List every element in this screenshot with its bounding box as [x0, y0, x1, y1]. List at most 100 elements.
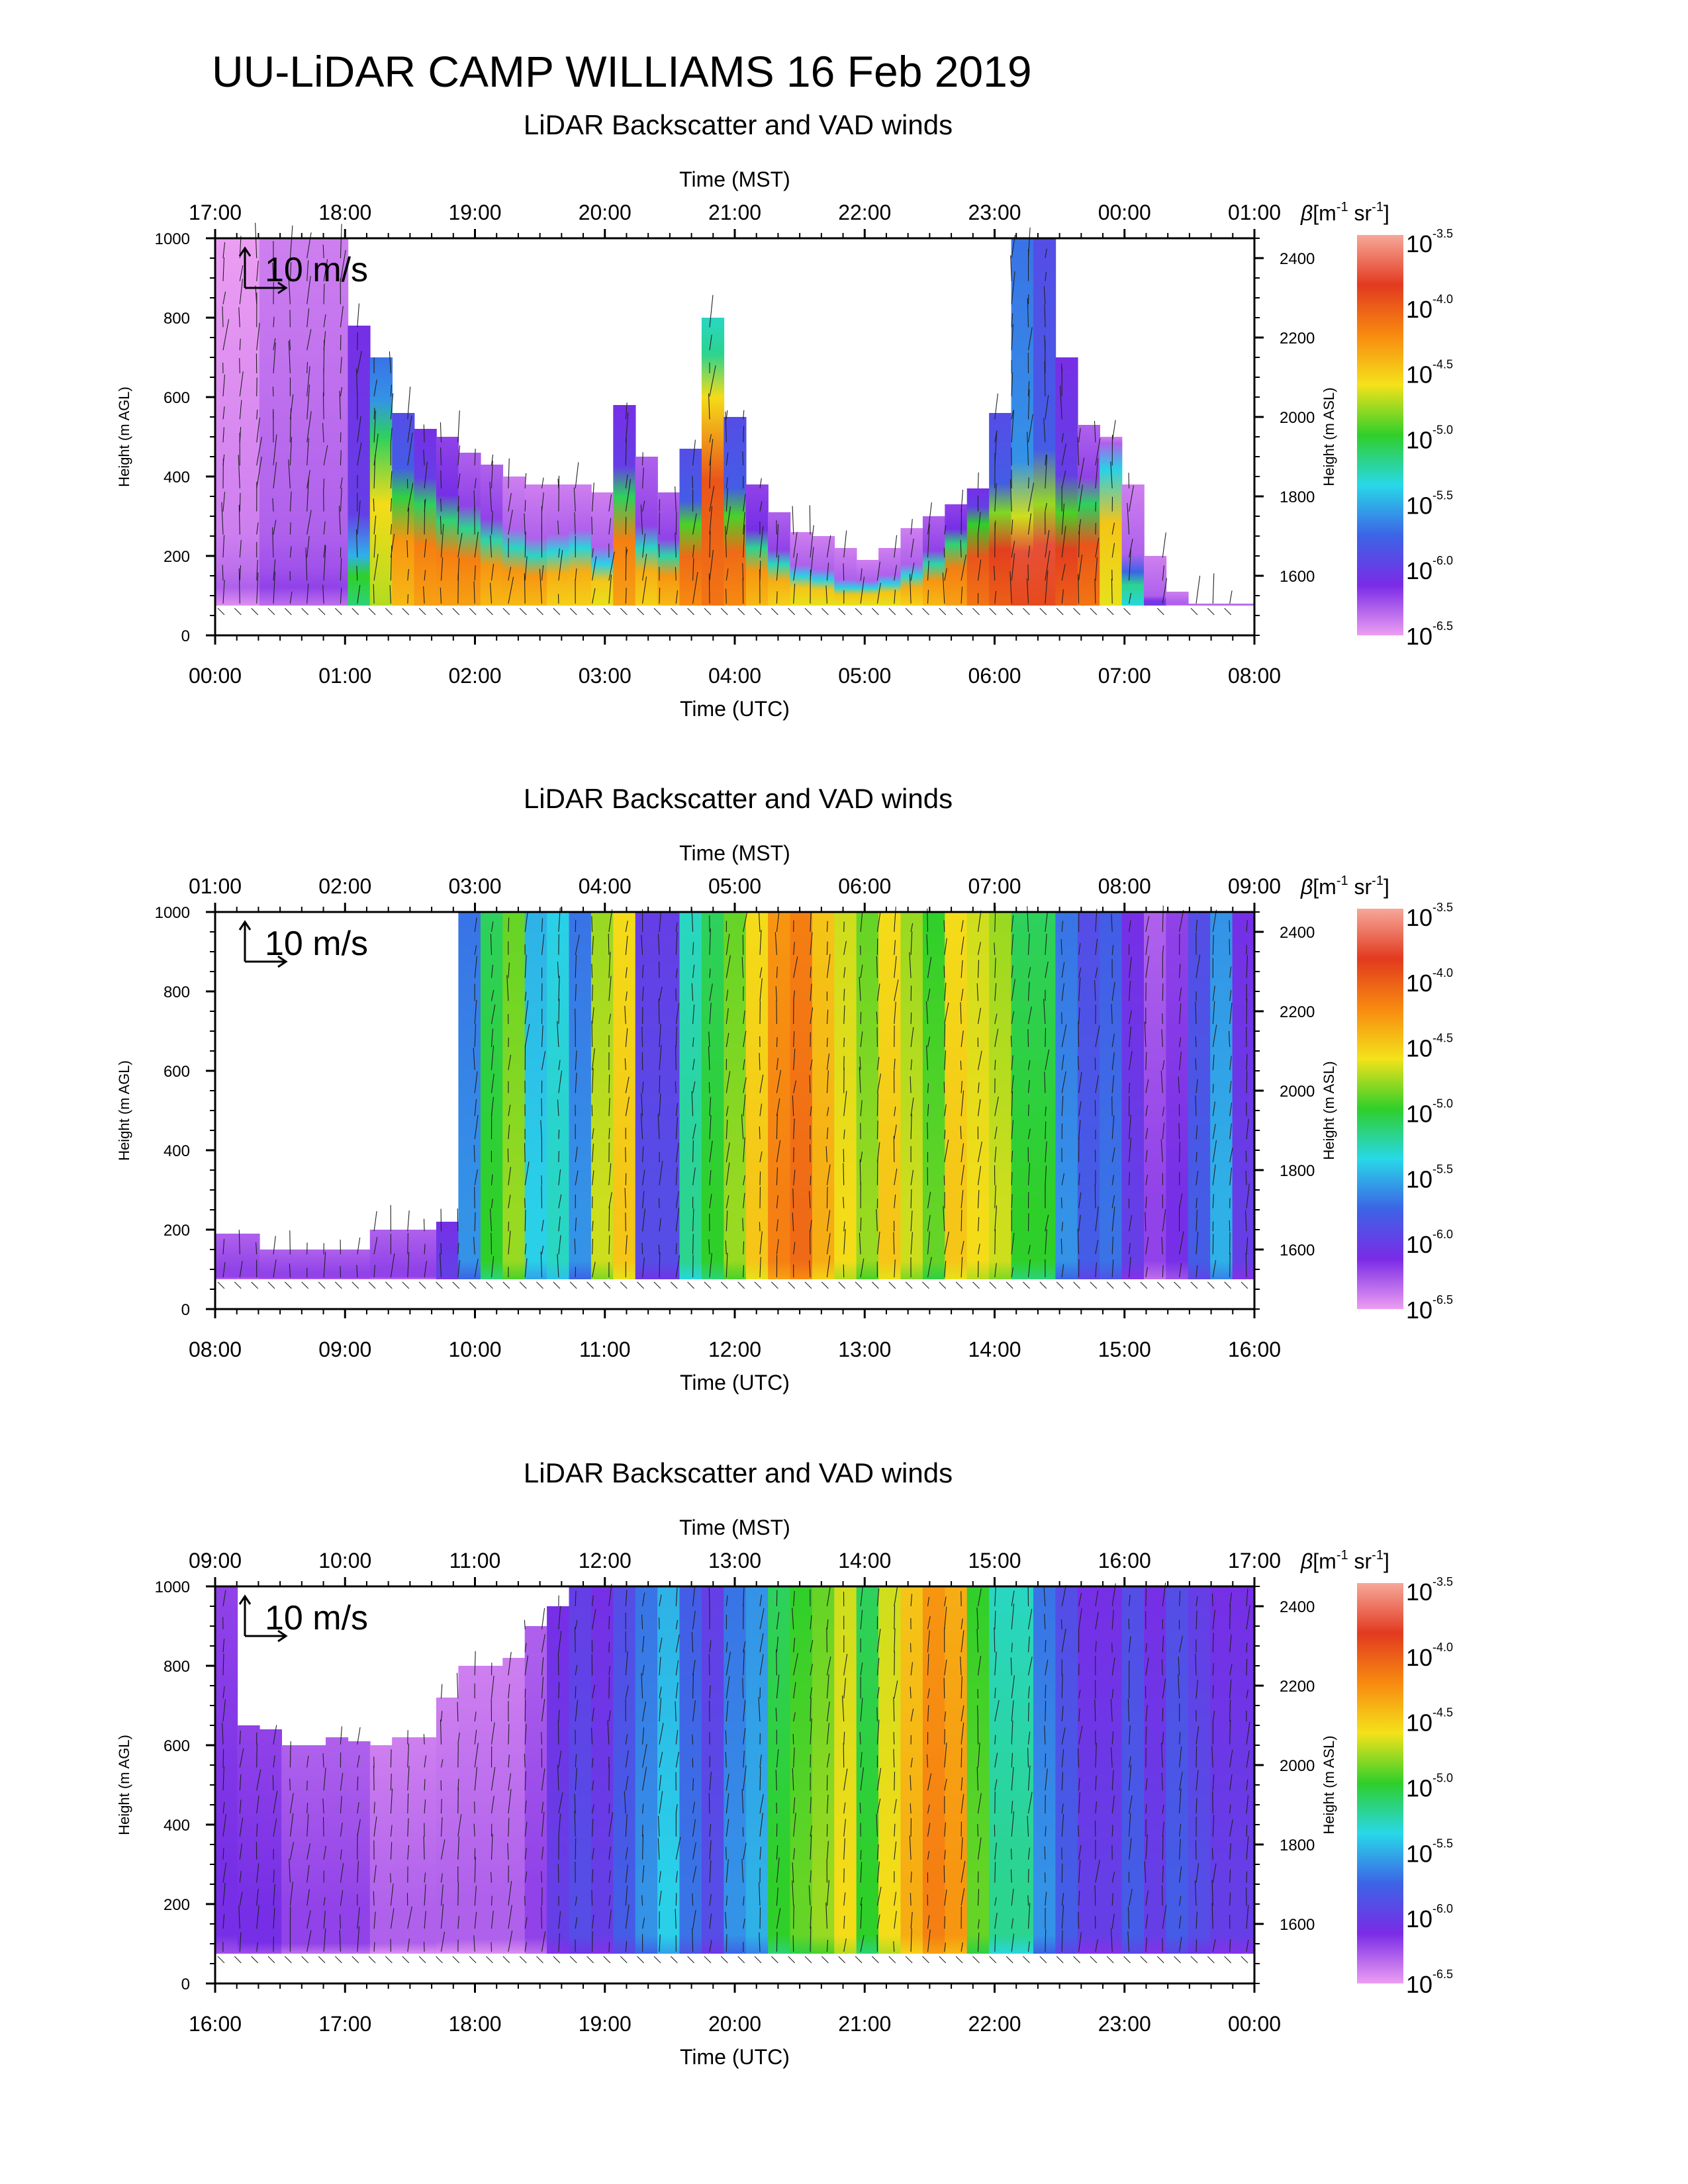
x-tick-label-utc: 02:00 [448, 664, 501, 688]
wind-vector [289, 1882, 293, 1906]
wind-vector [385, 608, 393, 615]
vad-wind-vectors [217, 1582, 1250, 1964]
wind-vector [1123, 1956, 1131, 1964]
wind-vector [323, 259, 328, 281]
wind-vector [625, 921, 628, 933]
wind-vector [642, 1744, 647, 1768]
colorbar-tick-label: 10-6.5 [1406, 1968, 1453, 1998]
wind-vector [289, 491, 292, 512]
wind-vector [357, 1819, 361, 1837]
wind-vector [977, 1190, 980, 1208]
wind-vector [222, 565, 224, 581]
wind-vector [872, 608, 879, 615]
wind-vector [1061, 1264, 1064, 1278]
wind-vector [373, 1891, 375, 1906]
wind-vector [1009, 479, 1012, 512]
wind-vector [1095, 458, 1099, 489]
wind-vector [540, 1906, 543, 1929]
wind-vector [508, 1789, 512, 1814]
wind-vector [776, 1845, 778, 1860]
colorbar-title: β[m-1 sr-1] [1300, 874, 1389, 899]
wind-vector [489, 1208, 492, 1232]
wind-vector [1123, 608, 1131, 615]
wind-vector [910, 1871, 912, 1883]
wind-vector [508, 492, 512, 512]
wind-vector [553, 1281, 561, 1289]
y-right-tick-label: 1600 [1280, 1916, 1315, 1934]
wind-vector [910, 563, 915, 581]
wind-vector [994, 1013, 998, 1024]
wind-vector [972, 1281, 980, 1289]
wind-vector [876, 1073, 882, 1093]
wind-vector [1111, 1689, 1114, 1699]
wind-vector [217, 1956, 225, 1964]
wind-vector [289, 394, 294, 420]
wind-vector [1196, 1170, 1199, 1185]
wind-vector [1011, 915, 1014, 933]
wind-vector [1045, 1826, 1047, 1837]
wind-vector [1111, 1893, 1113, 1906]
colorbar-tick-exp: -5.0 [1432, 424, 1453, 437]
wind-vector [524, 556, 528, 581]
colorbar-title-part: [m [1313, 875, 1336, 899]
wind-vector [536, 1956, 543, 1964]
wind-vector [1045, 1753, 1047, 1768]
backscatter-column [1232, 1586, 1255, 1954]
wind-vector [810, 983, 812, 1001]
wind-vector [771, 608, 778, 615]
wind-vector [1246, 1939, 1249, 1952]
backscatter-column [1011, 912, 1034, 1279]
y-right-tick-label: 1600 [1280, 1242, 1315, 1259]
wind-vector [1145, 915, 1150, 933]
wind-vector [726, 506, 731, 535]
wind-vector [407, 569, 409, 581]
wind-vector [670, 608, 678, 615]
wind-vector [1207, 1281, 1215, 1289]
wind-vector [306, 308, 310, 328]
wind-vector [642, 1727, 645, 1745]
wind-vector [457, 506, 459, 535]
wind-vector [994, 483, 997, 512]
wind-vector [675, 567, 677, 581]
wind-vector [1111, 1731, 1114, 1745]
wind-vector [273, 1869, 275, 1883]
y-right-axis-title: Height (m ASL) [1321, 1735, 1337, 1834]
colorbar-tick-exp: -4.0 [1432, 1641, 1453, 1654]
wind-vector [843, 1037, 845, 1048]
wind-vector [1212, 1610, 1215, 1629]
wind-vector [977, 1933, 980, 1952]
wind-vector [759, 1257, 761, 1278]
wind-vector [642, 1865, 645, 1883]
wind-vector [927, 1122, 929, 1140]
wind-vector [989, 1956, 997, 1964]
colorbar-title-part: ] [1383, 875, 1389, 899]
wind-vector [1061, 589, 1064, 604]
wind-vector [692, 1208, 694, 1232]
wind-vector [306, 1930, 312, 1952]
wind-vector [1011, 1800, 1013, 1814]
wind-vector [1045, 1700, 1047, 1722]
wind-vector [625, 1097, 630, 1116]
wind-vector [608, 1205, 610, 1232]
wind-vector [843, 1654, 848, 1676]
wind-vector [977, 1244, 980, 1255]
wind-vector [256, 418, 260, 443]
backscatter-column [790, 912, 813, 1279]
wind-vector [357, 303, 360, 328]
wind-vector [1161, 1885, 1163, 1906]
wind-vector [1045, 1121, 1047, 1140]
backscatter-column [1232, 912, 1255, 1279]
wind-vector [843, 1892, 846, 1906]
wind-vector [541, 1871, 543, 1883]
wind-vector [473, 581, 475, 604]
wind-vector [894, 1841, 897, 1860]
wind-vector [289, 591, 293, 604]
wind-vector [1111, 1913, 1115, 1929]
wind-vector [222, 242, 226, 259]
wind-vector [1212, 1124, 1216, 1140]
wind-vector [424, 498, 426, 512]
wind-vector [1059, 385, 1062, 420]
colorbar-tick-label: 10-3.5 [1406, 227, 1453, 257]
wind-vector [1162, 1678, 1166, 1699]
wind-vector [977, 1655, 982, 1676]
